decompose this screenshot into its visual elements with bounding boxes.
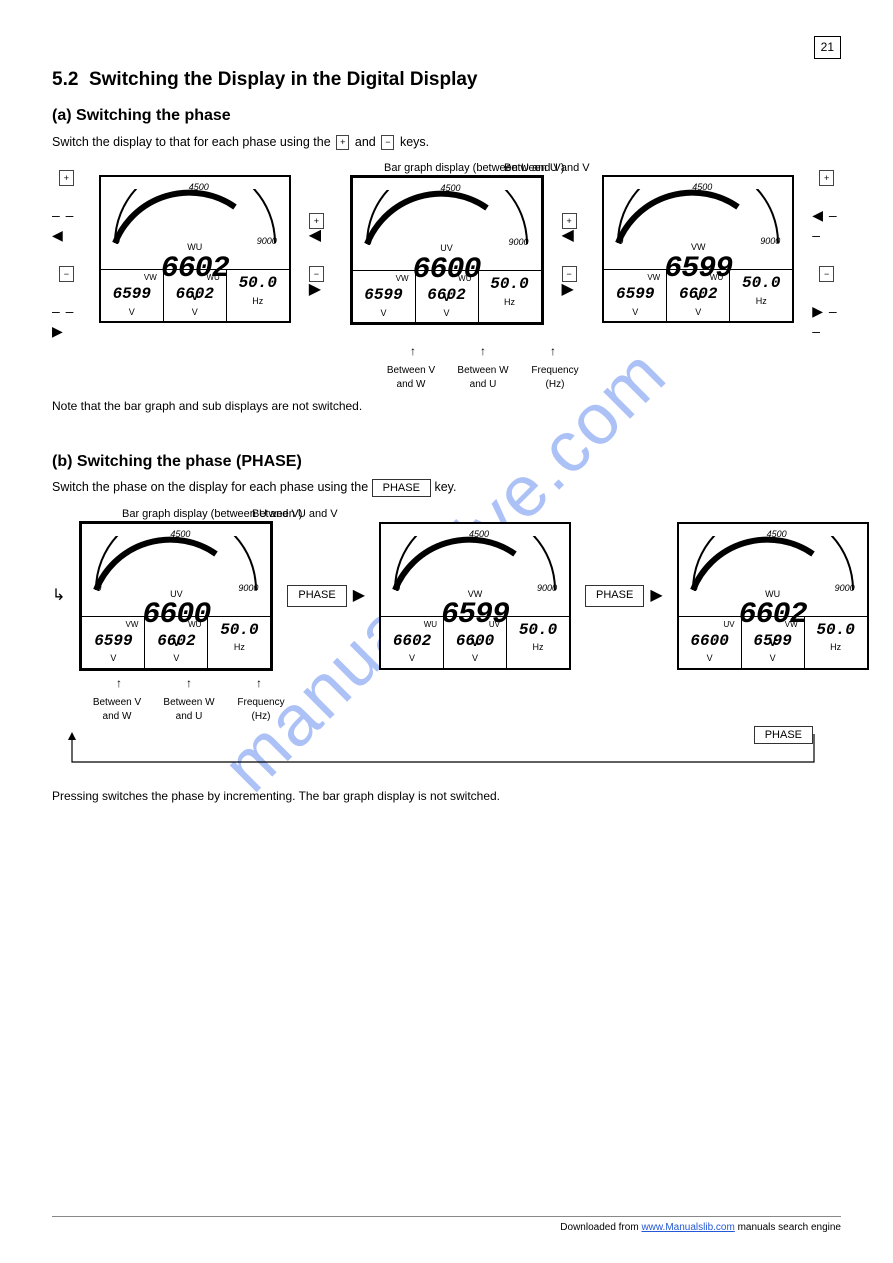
minus-key: − [819, 266, 834, 282]
main-value: 6600 [357, 249, 537, 291]
plus-key: + [309, 213, 324, 229]
meter-panel-active: 0 4500 9000 UV 6600 V VW6599V WU6602V 50… [350, 175, 544, 325]
meter-panel: 0 4500 9000 VW 6599 V WU6602V UV6600V 50… [379, 522, 571, 670]
minus-key: − [562, 266, 577, 282]
plus-key: + [562, 213, 577, 229]
paragraph-b: Switch the phase on the display for each… [52, 479, 841, 497]
main-value: 6599 [385, 594, 565, 636]
section-title: Switching the Display in the Digital Dis… [89, 69, 478, 90]
note-row1: Note that the bar graph and sub displays… [52, 398, 841, 415]
main-value: 6600 [86, 594, 266, 636]
right-arrow-icon: ▶ [309, 281, 321, 298]
main-unit: V [105, 288, 285, 305]
arrow-group: + ◀ − ▶ [309, 175, 332, 335]
left-arrow-icon: ◀ [309, 227, 321, 244]
minus-key: − [309, 266, 324, 282]
phase-key-icon: PHASE [372, 479, 431, 497]
gauge-arc-icon [385, 536, 565, 592]
sub-display-labels-2: Between V and W Between W and U Frequenc… [84, 696, 294, 724]
meter-panel-active: 0 4500 9000 UV 6600 V VW6599V WU6602V 50… [79, 521, 273, 671]
page-number: 21 [814, 36, 841, 59]
right-arrow-icon: ▶ [353, 588, 365, 604]
gauge-arc-icon [105, 189, 285, 245]
gauge-arc-icon [683, 536, 863, 592]
meter-panel: 0 4500 9000 WU 6602 V VW6599V WU6602V 50… [99, 175, 291, 323]
arrow-group: + ◀ − ▶ [562, 175, 585, 335]
up-arrows: ↑↑↑ [84, 675, 294, 692]
return-loop: PHASE [52, 728, 841, 782]
gauge-arc-icon [357, 190, 537, 246]
phase-key: PHASE [585, 585, 644, 606]
note-row2: Pressing switches the phase by increment… [52, 788, 841, 805]
plus-key-icon: + [336, 135, 349, 150]
phase-key: PHASE [287, 585, 346, 606]
sub-display-labels: Between V and W Between W and U Frequenc… [378, 364, 588, 392]
meter-panel: 0 4500 9000 WU 6602 V UV6600V VW6599V 50… [677, 522, 869, 670]
main-value: 6602 [105, 248, 285, 290]
gauge-arc-icon [608, 189, 788, 245]
minus-key-icon: − [381, 135, 394, 150]
left-edge-arrows: + – – ◀ − – – ▶ [52, 175, 81, 335]
minus-key: − [59, 266, 74, 282]
page-footer: Downloaded from www.Manualslib.com manua… [52, 1216, 841, 1235]
phase-arrow: PHASE ▶ [287, 585, 365, 606]
section-number: 5.2 [52, 69, 78, 90]
subsection-a: (a) Switching the phase [52, 105, 841, 127]
section-heading: 5.2 Switching the Display in the Digital… [52, 67, 841, 94]
loop-in-arrow-icon: ↳ [52, 585, 65, 607]
return-arrow-icon [66, 728, 826, 778]
left-arrow-icon: ◀ [562, 227, 574, 244]
dashed-right-arrow-icon: ▶ – – [812, 302, 841, 341]
diagram-row-2: ↳ 0 4500 9000 UV 6600 V VW6599V WU6602V [52, 521, 841, 671]
up-arrows: ↑↑↑ [378, 343, 588, 360]
subsection-b: (b) Switching the phase (PHASE) [52, 451, 841, 473]
footer-link[interactable]: www.Manualslib.com [641, 1221, 734, 1235]
dashed-left-arrow-icon: ◀ – – [812, 206, 841, 245]
dashed-right-arrow-icon: – – ▶ [52, 302, 81, 341]
dashed-left-arrow-icon: – – ◀ [52, 206, 81, 245]
right-arrow-icon: ▶ [650, 588, 662, 604]
main-value: 6602 [683, 594, 863, 636]
gauge-arc-icon [86, 536, 266, 592]
right-edge-arrows: + ◀ – – − ▶ – – [812, 175, 841, 335]
right-arrow-icon: ▶ [562, 281, 574, 298]
main-value: 6599 [608, 248, 788, 290]
plus-key: + [59, 170, 74, 186]
phase-arrow: PHASE ▶ [585, 585, 663, 606]
meter-panel: 0 4500 9000 VW 6599 V VW6599V WU6602V 50… [602, 175, 794, 323]
paragraph-a: Switch the display to that for each phas… [52, 134, 841, 152]
plus-key: + [819, 170, 834, 186]
diagram-row-1: + – – ◀ − – – ▶ 0 4500 9000 WU 6602 V [52, 175, 841, 335]
